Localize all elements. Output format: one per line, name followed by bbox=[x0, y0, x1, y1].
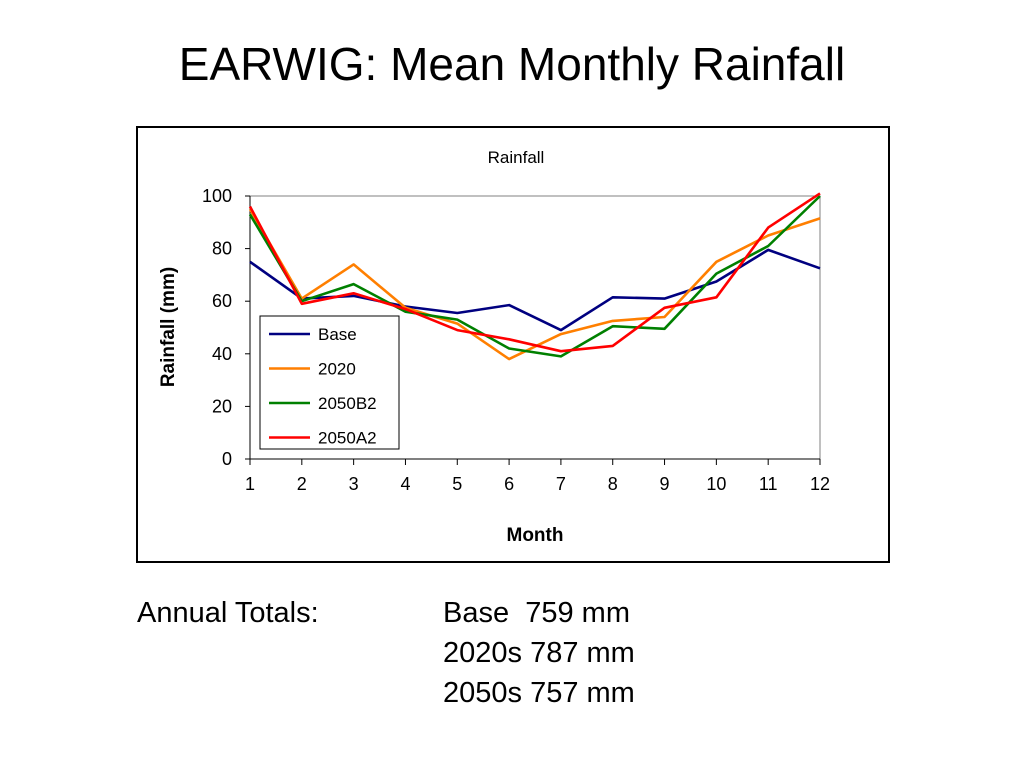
legend-box bbox=[259, 315, 400, 450]
annual-totals-label: Annual Totals: bbox=[137, 597, 319, 629]
legend: Base 2020 2050B2 2050A2 bbox=[259, 315, 400, 450]
y-tick-label: 20 bbox=[212, 396, 232, 416]
series-line-2050a2 bbox=[248, 192, 821, 353]
series-line-2020 bbox=[248, 208, 821, 361]
x-tick-label: 12 bbox=[810, 474, 830, 494]
legend-label-2050a2: 2050A2 bbox=[318, 429, 377, 448]
x-tick-label: 9 bbox=[660, 474, 670, 494]
slide-title: EARWIG: Mean Monthly Rainfall bbox=[178, 38, 846, 90]
y-tick-label: 60 bbox=[212, 291, 232, 311]
y-tick-label: 80 bbox=[212, 239, 232, 259]
x-tick-label: 8 bbox=[608, 474, 618, 494]
y-axis-title: Rainfall (mm) bbox=[158, 267, 179, 387]
x-tick-label: 11 bbox=[759, 474, 778, 494]
annual-total-base: Base 759 mm bbox=[443, 597, 630, 629]
legend-label-base: Base bbox=[318, 325, 357, 344]
series-layer bbox=[248, 192, 821, 361]
x-tick-label: 5 bbox=[452, 474, 462, 494]
x-tick-label: 1 bbox=[245, 474, 255, 494]
y-tick-label: 0 bbox=[222, 449, 232, 469]
legend-label-2050b2: 2050B2 bbox=[318, 394, 377, 413]
y-tick-label: 100 bbox=[202, 186, 232, 206]
x-tick-label: 4 bbox=[400, 474, 410, 494]
annual-totals-list: Base 759 mm 2020s 787 mm 2050s 757 mm bbox=[443, 593, 635, 713]
x-tick-label: 10 bbox=[706, 474, 726, 494]
annual-total-2050s: 2050s 757 mm bbox=[443, 677, 635, 709]
chart-frame: Rainfall 0 20 40 60 80 100 1 2 3 4 5 6 7 8 9 10 11 12 Mon… bbox=[136, 126, 890, 563]
x-tick-label: 2 bbox=[297, 474, 307, 494]
annual-total-2020s: 2020s 787 mm bbox=[443, 637, 635, 669]
chart-title: Rainfall bbox=[488, 148, 545, 167]
series-line-2050b2 bbox=[248, 195, 821, 358]
legend-label-2020: 2020 bbox=[318, 360, 356, 379]
x-axis-title: Month bbox=[507, 525, 564, 546]
x-tick-label: 7 bbox=[556, 474, 566, 494]
x-tick-label: 6 bbox=[504, 474, 514, 494]
x-tick-label: 3 bbox=[349, 474, 359, 494]
y-tick-label: 40 bbox=[212, 344, 232, 364]
